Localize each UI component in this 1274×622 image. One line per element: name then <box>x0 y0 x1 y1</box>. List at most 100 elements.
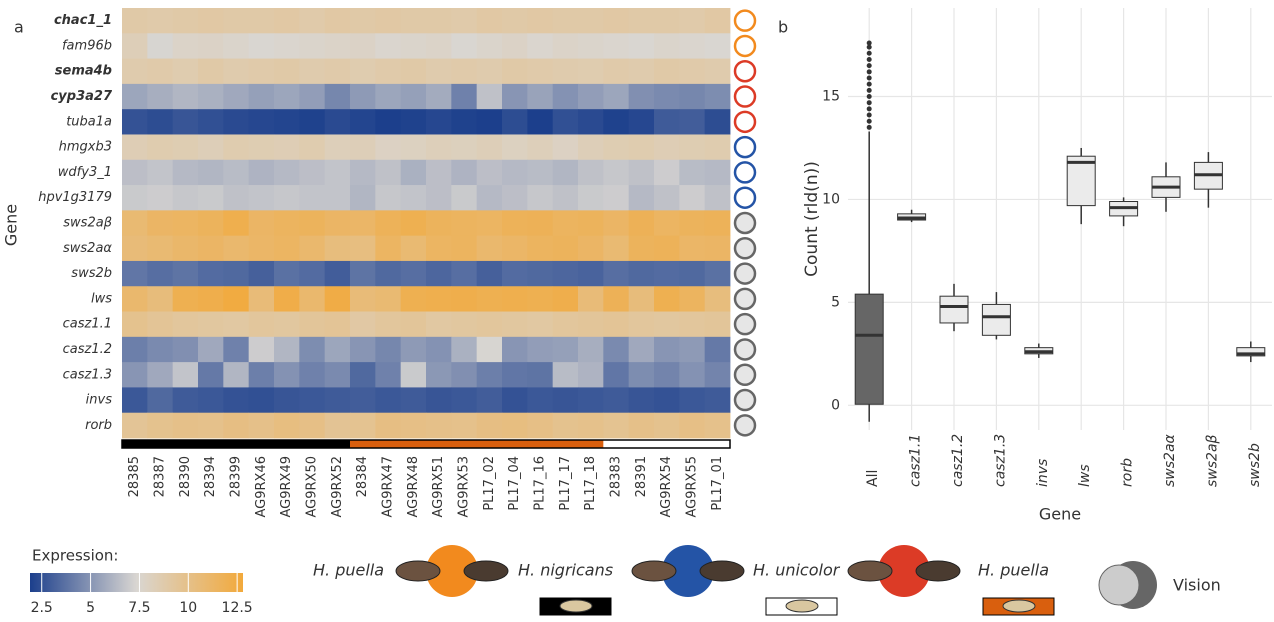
gene-label: fam96b <box>62 38 112 53</box>
heatmap-cell <box>198 236 224 262</box>
heatmap-cell <box>147 286 173 312</box>
fish-icon <box>632 561 676 581</box>
gene-label: hmgxb3 <box>59 140 112 155</box>
heatmap-cell <box>502 59 528 85</box>
heatmap-cell <box>325 84 351 110</box>
heatmap-cell <box>274 413 300 439</box>
heatmap-cell <box>223 362 249 388</box>
heatmap-cell <box>299 33 325 59</box>
gene-label: chac1_1 <box>54 13 112 28</box>
heatmap-cell <box>705 8 731 34</box>
heatmap-cell <box>274 8 300 34</box>
sample-label: AG9RX55 <box>685 456 700 518</box>
legend-label: H. nigricans <box>518 561 613 580</box>
heatmap-cell <box>654 261 680 287</box>
heatmap-cell <box>705 413 731 439</box>
heatmap-cell <box>173 413 199 439</box>
heatmap-cell <box>122 33 148 59</box>
heatmap-cell <box>198 84 224 110</box>
heatmap-cell <box>502 413 528 439</box>
heatmap-cell <box>173 337 199 363</box>
heatmap-cell <box>451 312 477 338</box>
heatmap-cell <box>629 8 655 34</box>
group-bar <box>375 440 401 448</box>
heatmap-cell <box>426 261 452 287</box>
heatmap-cell <box>350 109 376 135</box>
heatmap-cell <box>173 59 199 85</box>
heatmap-cell <box>603 134 629 160</box>
group-bar <box>147 440 173 448</box>
heatmap-cell <box>147 185 173 211</box>
sample-label: PL17_18 <box>583 456 598 511</box>
heatmap-cell <box>249 286 275 312</box>
heatmap-cell <box>299 236 325 262</box>
heatmap-cell <box>325 8 351 34</box>
heatmap-cell <box>679 185 705 211</box>
heatmap-cell <box>426 160 452 186</box>
heatmap-cell <box>122 286 148 312</box>
heatmap-cell <box>502 312 528 338</box>
legend-label: Vision <box>1173 576 1221 595</box>
heatmap-cell <box>147 387 173 413</box>
heatmap-cell <box>401 84 427 110</box>
gene-label: hpv1g3179 <box>38 190 112 205</box>
heatmap-cell <box>578 59 604 85</box>
gene-ring <box>735 314 755 334</box>
heatmap-cell <box>527 312 553 338</box>
heatmap-cell <box>426 337 452 363</box>
heatmap-cell <box>375 337 401 363</box>
heatmap-cell <box>477 160 503 186</box>
sample-label: PL17_04 <box>507 456 522 511</box>
heatmap-cell <box>299 59 325 85</box>
heatmap-cell <box>502 84 528 110</box>
heatmap-cell <box>173 312 199 338</box>
heatmap-cell <box>629 59 655 85</box>
heatmap-cell <box>705 109 731 135</box>
heatmap-cell <box>299 109 325 135</box>
heatmap-cell <box>223 387 249 413</box>
x-tick-label: sws2b <box>1247 443 1263 487</box>
heatmap-cell <box>654 8 680 34</box>
heatmap-cell <box>350 8 376 34</box>
colorbar <box>30 573 243 592</box>
heatmap-cell <box>477 210 503 236</box>
sample-label: 28390 <box>178 456 193 497</box>
heatmap-cell <box>274 210 300 236</box>
heatmap-cell <box>654 337 680 363</box>
heatmap-cell <box>375 261 401 287</box>
heatmap-cell <box>122 109 148 135</box>
heatmap-cell <box>223 160 249 186</box>
heatmap-cell <box>502 286 528 312</box>
heatmap-cell <box>249 134 275 160</box>
group-bar <box>350 440 376 448</box>
heatmap-cell <box>477 413 503 439</box>
heatmap-cell <box>274 387 300 413</box>
colorbar-tick-label: 2.5 <box>31 600 53 616</box>
heatmap-cell <box>375 236 401 262</box>
x-tick-label: lws <box>1077 464 1093 487</box>
heatmap-cell <box>223 59 249 85</box>
heatmap-cell <box>375 8 401 34</box>
heatmap-cell <box>603 160 629 186</box>
heatmap-cell <box>679 210 705 236</box>
heatmap-cell <box>477 59 503 85</box>
heatmap-cell <box>477 84 503 110</box>
heatmap-cell <box>451 286 477 312</box>
group-bar <box>705 440 731 448</box>
heatmap-cell <box>477 8 503 34</box>
heatmap-cell <box>527 337 553 363</box>
heatmap-cell <box>679 8 705 34</box>
heatmap-cell <box>375 84 401 110</box>
heatmap-cell <box>223 109 249 135</box>
gene-label: sws2aβ <box>63 216 112 231</box>
heatmap-cell <box>223 33 249 59</box>
outlier <box>867 69 872 74</box>
heatmap-cell <box>629 261 655 287</box>
heatmap-cell <box>122 210 148 236</box>
heatmap-cell <box>249 236 275 262</box>
heatmap-cell <box>173 84 199 110</box>
legend-label: H. puella <box>313 561 384 580</box>
gene-label: rorb <box>85 418 112 433</box>
heatmap-cell <box>198 33 224 59</box>
vision-eye <box>1099 565 1139 605</box>
